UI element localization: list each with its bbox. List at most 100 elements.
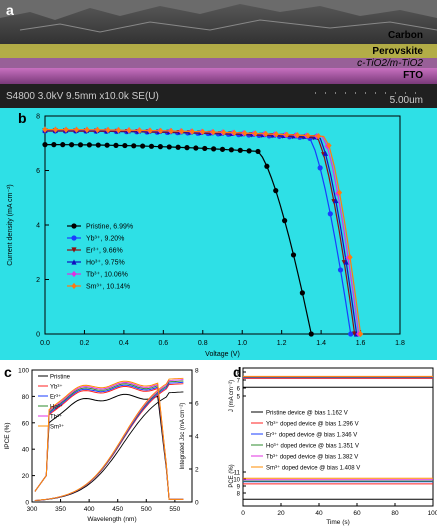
legend-label: Ho³⁺ doped device @ bias 1.351 V [266, 443, 359, 450]
panel-b: b 0.0 0.2 0.4 0.6 0.8 1.0 1.2 1.4 1.6 1.8 0 2 4 6 8 Vol… [0, 108, 437, 360]
data-point [193, 145, 199, 151]
ipce-line-0 [34, 393, 184, 500]
layer-label-fto: FTO [403, 70, 423, 81]
y-tick-label-top: 5 [237, 395, 241, 401]
x-tick-label: 0.2 [80, 340, 90, 347]
legend-label: Tb³⁺ doped device @ bias 1.382 V [266, 454, 358, 461]
data-point [147, 127, 153, 134]
data-point [140, 143, 146, 149]
y-tick-label-bottom: 11 [234, 471, 241, 477]
layer-label-carbon: Carbon [388, 30, 423, 41]
data-point [200, 128, 206, 135]
panel-d: d 0 20 40 60 80 100 Time (s) 5 6 7 8 8 9 10 11 J (mA cm… [219, 362, 437, 526]
data-point [317, 165, 323, 171]
data-point [263, 130, 269, 137]
data-point [242, 129, 248, 137]
legend-marker [71, 223, 77, 229]
x-tick-label: 40 [315, 510, 323, 517]
legend-label: Tb³⁺, 10.06% [86, 272, 128, 279]
x-tick-label: 1.0 [237, 340, 247, 347]
integrated-line-1 [34, 383, 184, 501]
legend-label: Sm³⁺, 10.14% [86, 284, 130, 291]
y-tick-label: 4 [36, 223, 40, 230]
x-tick-label: 1.4 [316, 340, 326, 347]
data-point [255, 148, 261, 155]
legend-label: Yb³⁺ [50, 384, 63, 391]
legend-label: Pristine, 6.99% [86, 224, 133, 231]
data-point [294, 132, 301, 139]
data-point [305, 132, 311, 139]
x-tick-label: 350 [55, 506, 66, 513]
data-point [231, 129, 237, 136]
y-tick-label: 0 [36, 332, 40, 339]
data-point [202, 145, 208, 152]
x-tick-label: 0.4 [119, 340, 129, 347]
legend-label: Pristine device @ bias 1.162 V [266, 411, 348, 417]
panel-c: c 300 350 400 450 500 550 0 20 40 60 80 100 0 2 4 6 8 Wav… [0, 362, 218, 526]
legend-label: Pristine [50, 375, 71, 381]
data-point [290, 252, 297, 258]
x-tick-label: 550 [169, 506, 180, 513]
data-point [42, 142, 48, 148]
x-tick-label: 100 [428, 510, 437, 517]
data-point [189, 128, 195, 135]
data-point [113, 142, 119, 148]
data-point [237, 147, 243, 153]
data-point [228, 147, 234, 153]
data-point [137, 127, 143, 134]
legend-label: Tb³⁺ [50, 414, 62, 421]
data-point [343, 259, 349, 265]
y-tick-label: 2 [36, 277, 40, 284]
x-tick-label: 1.6 [356, 340, 366, 347]
data-point [308, 331, 314, 337]
x-tick-label: 500 [141, 506, 152, 513]
panel-a: a Carbon Perovskite c-TiO2/m-TiO2 FTO S4… [0, 0, 437, 108]
y-tick-label-top: 7 [237, 379, 241, 385]
y-tick-label-bottom: 9 [237, 485, 241, 491]
data-point [95, 142, 101, 148]
y-tick-label: 80 [22, 394, 30, 401]
x-tick-label: 20 [277, 510, 285, 517]
x-tick-label: 300 [27, 506, 38, 513]
y-axis-label: Current density (mA cm⁻²) [7, 184, 14, 266]
x-tick-label: 60 [353, 510, 361, 517]
x-tick-label: 1.2 [277, 340, 287, 347]
data-point [284, 131, 290, 138]
data-point [166, 144, 172, 150]
y-tick-label: 60 [22, 420, 30, 427]
ipce-chart: 300 350 400 450 500 550 0 20 40 60 80 100 0 2 4 6 8 Wavel… [4, 368, 199, 524]
data-point [336, 189, 343, 196]
ipce-line-3 [34, 383, 184, 500]
data-point [131, 143, 137, 149]
y-tick-label: 100 [18, 368, 29, 375]
data-point [52, 126, 59, 133]
y2-tick-label: 4 [195, 434, 199, 441]
data-point [315, 133, 322, 140]
x-tick-label: 0.6 [158, 340, 168, 347]
data-point [337, 267, 344, 273]
y-tick-label: 20 [22, 473, 30, 480]
data-point [73, 126, 80, 133]
jv-chart: 0.0 0.2 0.4 0.6 0.8 1.0 1.2 1.4 1.6 1.8 0 2 4 6 8 Volta… [7, 114, 405, 359]
series-line-2 [45, 130, 356, 335]
data-point [179, 128, 185, 135]
plot-frame [242, 367, 434, 507]
x-tick-label: 450 [112, 506, 123, 513]
x-axis-label: Time (s) [326, 519, 350, 526]
y-tick-label-top: 6 [237, 387, 241, 393]
data-point [51, 142, 57, 148]
series-line-5 [45, 129, 362, 335]
data-point [357, 330, 364, 338]
x-tick-label: 0 [241, 510, 245, 517]
legend-marker [71, 235, 77, 241]
legend-label: Ho³⁺, 9.75% [86, 260, 125, 267]
legend-marker [71, 282, 77, 290]
data-point [184, 145, 190, 151]
data-point [211, 146, 217, 152]
y2-tick-label: 8 [195, 368, 199, 375]
data-point [221, 129, 227, 136]
data-point [246, 148, 252, 154]
series-line-0 [45, 144, 312, 335]
data-point [69, 142, 75, 148]
